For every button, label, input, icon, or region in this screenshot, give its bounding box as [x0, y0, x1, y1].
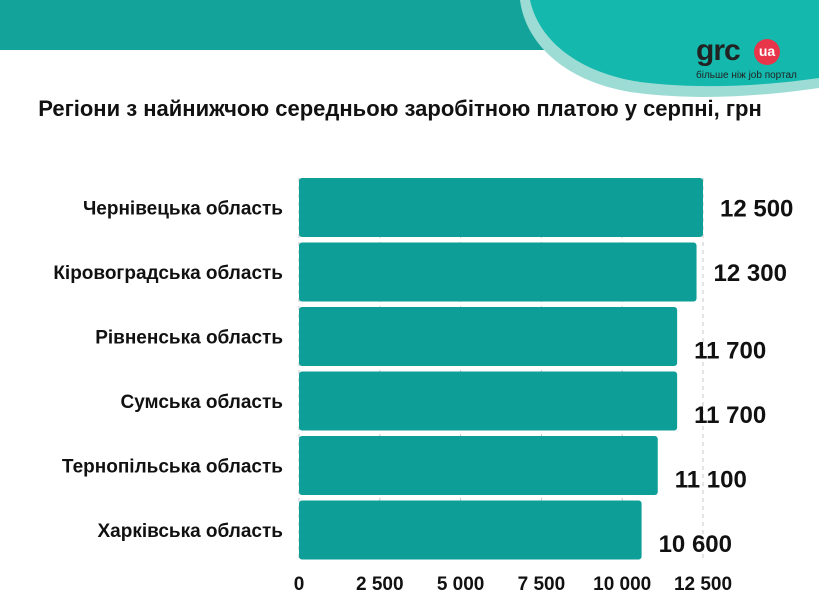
grc-logo[interactable]: grc ua більше ніж job портал [696, 34, 797, 84]
value-label: 12 300 [714, 260, 787, 287]
tick-label: 12 500 [674, 574, 732, 595]
tick-label: 0 [294, 574, 305, 595]
logo-badge: ua [754, 39, 780, 65]
category-label: Кіровоградська область [53, 263, 283, 284]
logo-wave-shape [520, 0, 819, 97]
tick-label: 2 500 [356, 574, 404, 595]
category-label: Тернопільська область [62, 457, 283, 478]
bar [299, 307, 678, 366]
value-label: 11 700 [694, 338, 766, 365]
value-label: 11 100 [675, 467, 747, 494]
tick-label: 10 000 [593, 574, 651, 595]
tick-label: 5 000 [437, 574, 485, 595]
bar [299, 436, 658, 495]
chart-title: Регіони з найнижчою середньою заробітною… [38, 96, 762, 121]
bar [299, 371, 678, 431]
bar [299, 178, 703, 237]
logo-text: grc [696, 34, 741, 67]
bar [299, 500, 642, 560]
category-label: Сумська область [120, 392, 283, 413]
category-label: Рівненська область [95, 328, 283, 349]
tick-label: 7 500 [518, 574, 566, 595]
category-label: Харківська область [97, 521, 283, 542]
category-label: Чернівецька область [83, 199, 283, 220]
value-label: 10 600 [659, 531, 732, 558]
logo-tagline: більше ніж job портал [696, 70, 797, 81]
value-label: 11 700 [694, 402, 766, 429]
value-label: 12 500 [720, 196, 793, 223]
bar [299, 242, 697, 302]
